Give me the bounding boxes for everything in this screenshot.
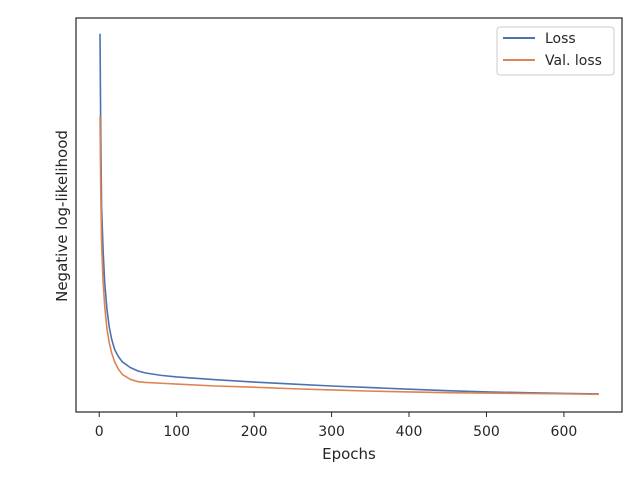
legend-label-val-loss: Val. loss [545, 53, 602, 69]
plot-area [75, 17, 623, 413]
x-tick-label: 400 [396, 424, 423, 440]
series-line-val-loss [99, 116, 599, 396]
x-tick-label: 300 [318, 424, 345, 440]
x-axis-label: Epochs [322, 445, 376, 463]
x-tick-label: 500 [473, 424, 500, 440]
legend-label-loss: Loss [545, 31, 576, 47]
y-axis-label: Negative log-likelihood [53, 130, 71, 302]
plot-frame [75, 17, 623, 413]
series-line-loss [99, 33, 599, 395]
series-layer [99, 33, 599, 396]
x-tick-label: 0 [95, 424, 104, 440]
x-tick-label: 100 [163, 424, 190, 440]
legend: Loss Val. loss [496, 26, 615, 76]
x-tick-label: 600 [551, 424, 578, 440]
x-tick-label: 200 [241, 424, 268, 440]
x-axis-ticks: 0 100 200 300 400 500 600 [95, 412, 578, 440]
